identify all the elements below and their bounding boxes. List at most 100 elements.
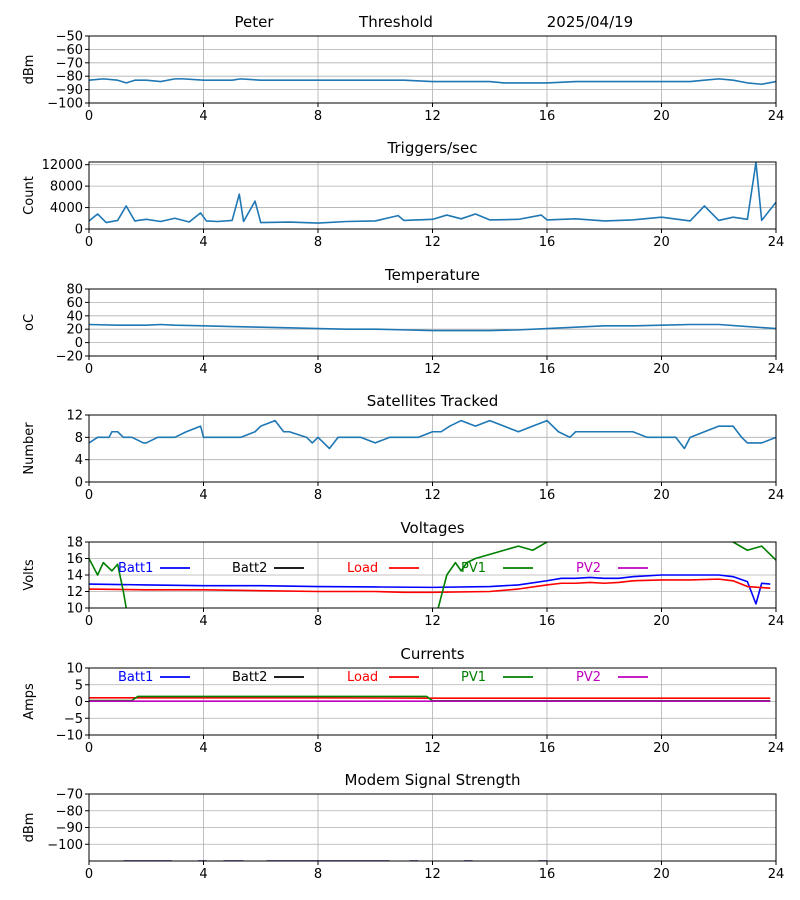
y-tick-label: 8000 bbox=[50, 180, 83, 195]
y-tick-label: −50 bbox=[56, 30, 83, 45]
panel-title: Modem Signal Strength bbox=[345, 771, 521, 789]
panel-title: Temperature bbox=[384, 266, 480, 284]
y-tick-label: −70 bbox=[56, 56, 83, 71]
y-tick-label: −70 bbox=[56, 788, 83, 803]
panel-title: Currents bbox=[400, 645, 464, 663]
y-tick-label: 60 bbox=[66, 296, 83, 311]
y-tick-label: 10 bbox=[66, 662, 83, 677]
y-tick-label: −100 bbox=[47, 838, 83, 853]
legend-label-batt1: Batt1 bbox=[118, 561, 153, 576]
x-tick-label: 4 bbox=[199, 614, 207, 629]
x-tick-label: 12 bbox=[424, 867, 441, 882]
x-tick-label: 8 bbox=[314, 362, 322, 377]
y-tick-label: −90 bbox=[56, 821, 83, 836]
x-tick-label: 0 bbox=[85, 109, 93, 124]
x-tick-label: 20 bbox=[653, 741, 670, 756]
x-tick-label: 24 bbox=[768, 614, 785, 629]
y-tick-label: −5 bbox=[64, 712, 83, 727]
y-tick-label: 20 bbox=[66, 323, 83, 338]
legend-label-batt2: Batt2 bbox=[232, 561, 267, 576]
y-tick-label: 14 bbox=[66, 569, 83, 584]
y-tick-label: 4 bbox=[75, 453, 83, 468]
x-tick-label: 16 bbox=[539, 488, 556, 503]
x-tick-label: 4 bbox=[199, 741, 207, 756]
x-tick-label: 12 bbox=[424, 741, 441, 756]
legend-label-pv1: PV1 bbox=[461, 670, 486, 685]
x-tick-label: 8 bbox=[314, 109, 322, 124]
header-right-text: 2025/04/19 bbox=[547, 13, 633, 31]
x-tick-label: 0 bbox=[85, 488, 93, 503]
series-line bbox=[89, 419, 776, 450]
y-tick-label: −80 bbox=[56, 804, 83, 819]
y-axis-label: Count bbox=[22, 176, 37, 215]
y-tick-label: 12 bbox=[66, 409, 83, 424]
y-axis-label: dBm bbox=[22, 55, 37, 85]
y-tick-label: 80 bbox=[66, 283, 83, 298]
legend-label-pv2: PV2 bbox=[576, 670, 601, 685]
x-tick-label: 16 bbox=[539, 362, 556, 377]
x-tick-label: 12 bbox=[424, 362, 441, 377]
x-tick-label: 24 bbox=[768, 109, 785, 124]
y-tick-label: 4000 bbox=[50, 201, 83, 216]
x-tick-label: 12 bbox=[424, 614, 441, 629]
x-tick-label: 8 bbox=[314, 235, 322, 250]
x-tick-label: 20 bbox=[653, 109, 670, 124]
x-tick-label: 20 bbox=[653, 614, 670, 629]
panel-title: Triggers/sec bbox=[387, 139, 478, 157]
y-tick-label: 8 bbox=[75, 431, 83, 446]
series-line bbox=[89, 162, 776, 224]
x-tick-label: 20 bbox=[653, 867, 670, 882]
x-tick-label: 24 bbox=[768, 362, 785, 377]
y-tick-label: 0 bbox=[75, 336, 83, 351]
legend-label-pv1: PV1 bbox=[461, 561, 486, 576]
x-tick-label: 24 bbox=[768, 867, 785, 882]
x-tick-label: 12 bbox=[424, 235, 441, 250]
y-tick-label: 10 bbox=[66, 602, 83, 617]
y-axis-label: Amps bbox=[22, 683, 37, 720]
x-tick-label: 4 bbox=[199, 109, 207, 124]
x-tick-label: 16 bbox=[539, 235, 556, 250]
x-tick-label: 16 bbox=[539, 109, 556, 124]
panel-satellites: 0 4 8 12 16 20 24 0 4 8 12 Satellites Tracked Number bbox=[22, 392, 784, 503]
x-tick-label: 0 bbox=[85, 362, 93, 377]
x-tick-label: 20 bbox=[653, 235, 670, 250]
legend-label-pv2: PV2 bbox=[576, 561, 601, 576]
series-line bbox=[89, 78, 776, 86]
x-tick-label: 0 bbox=[85, 614, 93, 629]
panel-modem-signal: 0 4 8 12 16 20 24 −70−80 −90 −100 Modem Signal Str… bbox=[22, 771, 784, 882]
x-tick-label: 8 bbox=[314, 488, 322, 503]
x-tick-label: 24 bbox=[768, 235, 785, 250]
y-tick-label: 0 bbox=[75, 476, 83, 491]
y-tick-label: 16 bbox=[66, 552, 83, 567]
series-line bbox=[89, 323, 776, 332]
y-tick-label: 18 bbox=[66, 536, 83, 551]
y-tick-label: 5 bbox=[75, 678, 83, 693]
x-tick-label: 16 bbox=[539, 867, 556, 882]
legend-label-batt1: Batt1 bbox=[118, 670, 153, 685]
y-tick-label: −10 bbox=[56, 729, 83, 744]
header-center-text: Threshold bbox=[358, 13, 433, 31]
x-tick-label: 0 bbox=[85, 235, 93, 250]
series-line-pv1 bbox=[89, 542, 776, 608]
x-tick-label: 4 bbox=[199, 488, 207, 503]
x-tick-label: 20 bbox=[653, 362, 670, 377]
panel-title: Voltages bbox=[400, 519, 464, 537]
panel-rf-level: 0 4 8 12 16 20 24 −50−60−70−80−90−100 dBm bbox=[22, 30, 784, 125]
y-axis-label: Volts bbox=[22, 559, 37, 591]
x-tick-label: 8 bbox=[314, 867, 322, 882]
y-tick-label: 0 bbox=[75, 695, 83, 710]
y-tick-label: −100 bbox=[47, 97, 83, 112]
y-tick-label: 40 bbox=[66, 309, 83, 324]
x-tick-label: 24 bbox=[768, 741, 785, 756]
x-tick-label: 8 bbox=[314, 741, 322, 756]
legend-label-load: Load bbox=[347, 670, 378, 685]
y-tick-label: 12000 bbox=[42, 158, 83, 173]
x-tick-label: 16 bbox=[539, 741, 556, 756]
y-tick-label: −60 bbox=[56, 43, 83, 58]
x-tick-label: 0 bbox=[85, 741, 93, 756]
x-tick-label: 4 bbox=[199, 362, 207, 377]
x-tick-label: 24 bbox=[768, 488, 785, 503]
